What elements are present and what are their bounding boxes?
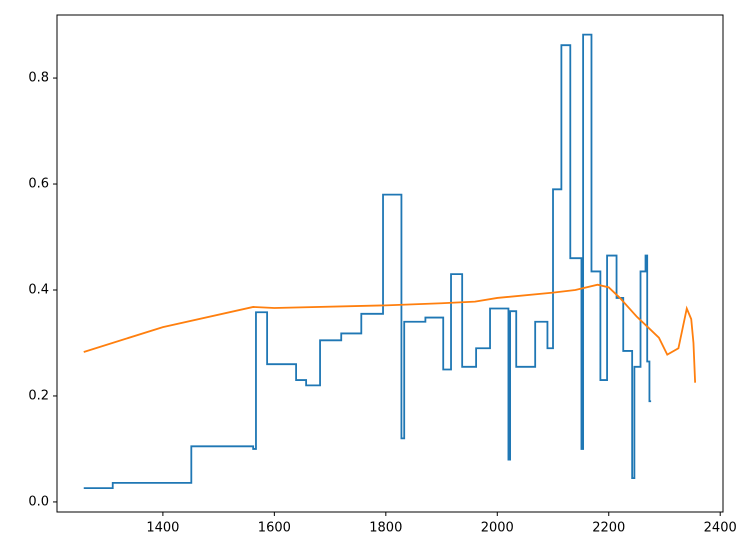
plot-frame [56, 14, 724, 513]
y-tick-label: 0.8 [28, 71, 49, 86]
x-tick-label: 2200 [592, 521, 625, 536]
x-tick-label: 1400 [146, 521, 179, 536]
series-line [83, 283, 697, 383]
x-tick-label: 1600 [258, 521, 291, 536]
y-tick-label: 0.6 [28, 177, 49, 192]
y-tick-label: 0.4 [28, 282, 49, 297]
y-tick-label: 0.0 [28, 494, 49, 509]
series-line [83, 33, 652, 490]
x-tick-label: 2400 [704, 521, 737, 536]
y-tick-label: 0.2 [28, 388, 49, 403]
x-tick-label: 2000 [481, 521, 514, 536]
x-tick-label: 1800 [369, 521, 402, 536]
